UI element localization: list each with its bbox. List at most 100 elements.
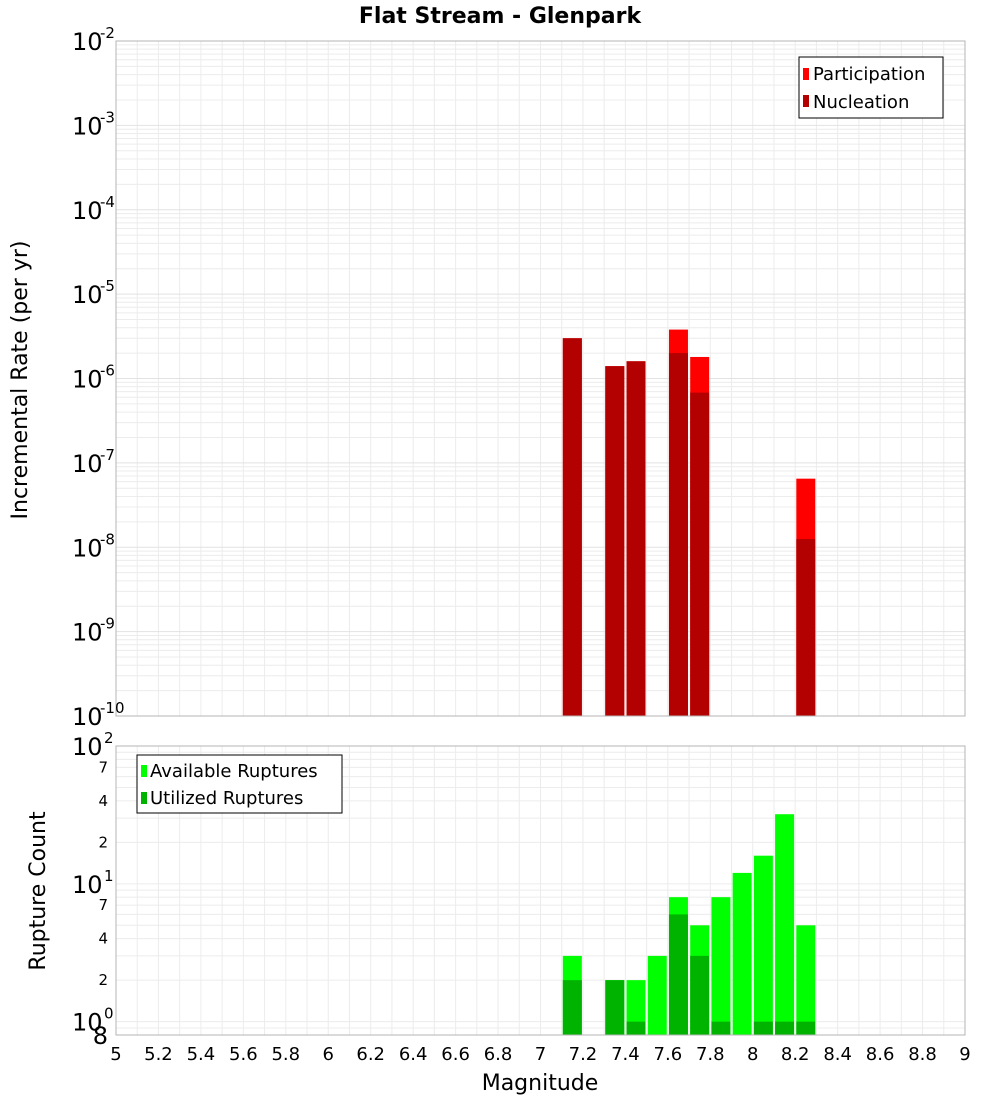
top-y-tick-exponent: -8 xyxy=(100,530,115,548)
bar-nucleation xyxy=(796,539,816,716)
bottom-y-minor-tick-label: 7 xyxy=(98,758,108,776)
top-y-tick-base: 10 xyxy=(72,28,103,56)
x-tick-label: 7.4 xyxy=(611,1044,640,1065)
bottom-plot-border xyxy=(115,745,966,1036)
top-y-axis-label: Incremental Rate (per yr) xyxy=(8,241,33,520)
bar-utilized-ruptures xyxy=(753,1021,773,1035)
legend-label-nucleation: Nucleation xyxy=(813,92,909,113)
bar-utilized-ruptures xyxy=(796,1021,816,1035)
top-y-tick-base: 10 xyxy=(72,197,103,225)
x-tick-label: 7.2 xyxy=(569,1044,598,1065)
bottom-y-tick-base: 10 xyxy=(72,1009,103,1037)
x-axis-ticks: 5 5.2 5.4 5.6 5.8 6 6.2 6.4 6.6 6.8 7 7.2 7.4 7.6 7.8 8… xyxy=(110,1044,970,1065)
top-y-tick-exponent: -4 xyxy=(100,193,115,211)
bottom-bars xyxy=(562,814,816,1035)
bottom-y-tick-exponent: 0 xyxy=(104,1005,114,1023)
x-tick-label: 5 xyxy=(110,1044,121,1065)
bar-utilized-ruptures xyxy=(605,980,625,1035)
top-grid xyxy=(115,41,966,717)
bar-nucleation xyxy=(562,338,582,716)
x-tick-label: 7 xyxy=(535,1044,546,1065)
top-y-tick-base: 10 xyxy=(72,450,103,478)
top-legend: Participation Nucleation xyxy=(798,56,944,119)
x-tick-label: 9 xyxy=(959,1044,970,1065)
top-y-tick-base: 10 xyxy=(72,112,103,140)
x-tick-label: 5.2 xyxy=(144,1044,173,1065)
top-y-tick-exponent: -2 xyxy=(100,24,115,42)
top-y-tick-base: 10 xyxy=(72,281,103,309)
legend-swatch-utilized-ruptures xyxy=(141,792,147,804)
bottom-y-minor-tick-label: 2 xyxy=(98,833,108,851)
top-y-tick-base: 10 xyxy=(72,703,103,731)
bottom-y-minor-tick-label: 4 xyxy=(98,930,108,948)
x-tick-label: 5.6 xyxy=(229,1044,258,1065)
x-tick-label: 8.4 xyxy=(823,1044,852,1065)
x-tick-label: 6 xyxy=(323,1044,334,1065)
top-y-tick-exponent: -10 xyxy=(100,699,125,717)
bottom-legend-box xyxy=(136,754,343,814)
top-y-tick-base: 10 xyxy=(72,619,103,647)
bottom-y-minor-tick-label: 2 xyxy=(98,971,108,989)
top-plot-border xyxy=(115,40,966,717)
x-tick-label: 7.8 xyxy=(696,1044,725,1065)
top-bars xyxy=(562,329,816,716)
x-tick-label: 6.2 xyxy=(356,1044,385,1065)
bar-utilized-ruptures xyxy=(690,955,710,1035)
legend-label-utilized-ruptures: Utilized Ruptures xyxy=(150,788,303,809)
bottom-y-tick-base: 10 xyxy=(72,733,103,761)
bottom-y-tick-exponent: 1 xyxy=(104,867,114,885)
legend-label-participation: Participation xyxy=(813,64,925,85)
legend-swatch-nucleation xyxy=(803,95,809,107)
top-y-tick-base: 10 xyxy=(72,366,103,394)
bottom-y-axis-label: Rupture Count xyxy=(26,811,51,971)
x-tick-label: 8.2 xyxy=(781,1044,810,1065)
x-tick-label: 7.6 xyxy=(654,1044,683,1065)
bar-nucleation xyxy=(690,392,710,716)
x-axis-label: Magnitude xyxy=(482,1071,599,1096)
top-y-tick-exponent: -5 xyxy=(100,277,115,295)
bottom-y-minor-tick-label: 4 xyxy=(98,792,108,810)
legend-label-available-ruptures: Available Ruptures xyxy=(150,761,318,782)
bar-utilized-ruptures xyxy=(711,1021,731,1035)
top-y-tick-exponent: -7 xyxy=(100,446,115,464)
bar-nucleation xyxy=(626,361,646,716)
legend-swatch-participation xyxy=(803,68,809,80)
bottom-legend: Available Ruptures Utilized Ruptures xyxy=(136,754,343,814)
bottom-y-tick-base: 10 xyxy=(72,871,103,899)
bottom-y-minor-tick-label: 7 xyxy=(98,896,108,914)
bottom-y-tick-exponent: 2 xyxy=(104,729,114,747)
legend-swatch-available-ruptures xyxy=(141,765,147,777)
bar-utilized-ruptures xyxy=(775,1021,795,1035)
x-tick-label: 6.8 xyxy=(484,1044,513,1065)
chart-title: Flat Stream - Glenpark xyxy=(359,4,643,29)
bar-available-ruptures xyxy=(775,814,795,1035)
bar-utilized-ruptures xyxy=(668,914,688,1035)
x-tick-label: 5.8 xyxy=(271,1044,300,1065)
bar-available-ruptures xyxy=(647,955,667,1035)
bar-utilized-ruptures xyxy=(626,1021,646,1035)
x-tick-label: 8.8 xyxy=(908,1044,937,1065)
bottom-y-minor-tick-label: 8 xyxy=(93,1022,108,1050)
bar-available-ruptures xyxy=(711,897,731,1035)
top-y-tick-exponent: -6 xyxy=(100,362,115,380)
x-tick-label: 8.6 xyxy=(866,1044,895,1065)
top-legend-box xyxy=(798,56,944,119)
bar-nucleation xyxy=(668,353,688,716)
x-tick-label: 5.4 xyxy=(187,1044,216,1065)
bar-available-ruptures xyxy=(753,855,773,1035)
x-tick-label: 6.4 xyxy=(399,1044,428,1065)
top-y-tick-exponent: -3 xyxy=(100,108,115,126)
x-tick-label: 8 xyxy=(747,1044,758,1065)
bar-utilized-ruptures xyxy=(562,980,582,1035)
bar-available-ruptures xyxy=(626,980,646,1035)
top-chart: Flat Stream - Glenpark Incremental Rate … xyxy=(8,4,966,731)
top-y-tick-base: 10 xyxy=(72,534,103,562)
top-y-tick-exponent: -9 xyxy=(100,615,115,633)
top-y-ticks: 10-210-310-410-510-610-710-810-910-10 xyxy=(72,24,125,731)
bar-available-ruptures xyxy=(796,925,816,1035)
bar-available-ruptures xyxy=(732,872,752,1035)
x-tick-label: 6.6 xyxy=(441,1044,470,1065)
